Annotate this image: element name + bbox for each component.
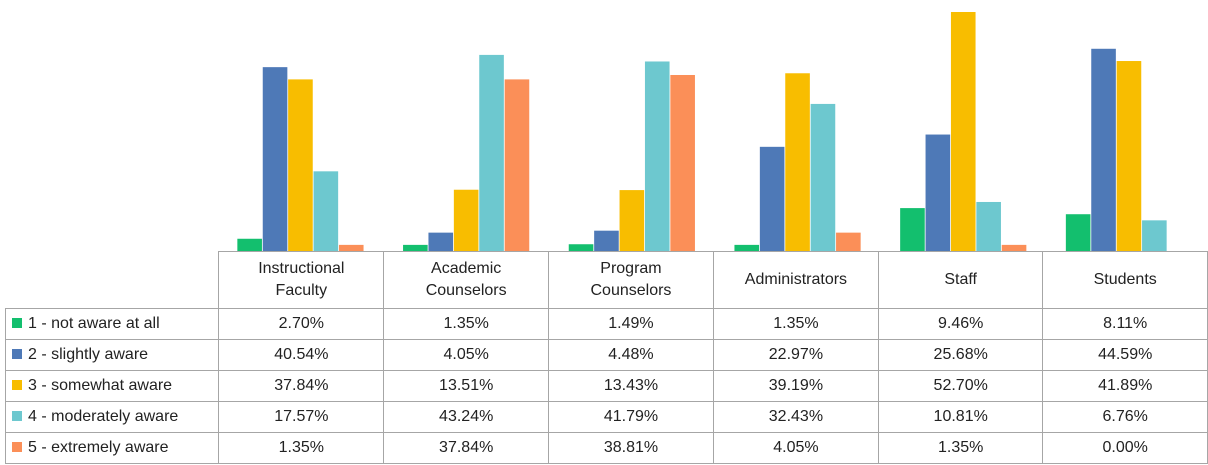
value-cell: 44.59%	[1042, 339, 1208, 371]
bar	[479, 54, 504, 252]
value-cell: 0.00%	[1042, 432, 1208, 464]
value-cell: 2.70%	[218, 308, 385, 340]
column-header: Administrators	[712, 251, 879, 309]
row-header: 5 - extremely aware	[4, 432, 220, 464]
value-cell: 4.05%	[712, 432, 879, 464]
value-cell: 1.35%	[877, 432, 1044, 464]
bar	[403, 244, 428, 251]
header-row: Instructional Faculty Academic Counselors…	[5, 251, 1208, 309]
value-cell: 9.46%	[877, 308, 1044, 340]
value-cell: 22.97%	[712, 339, 879, 371]
value-cell: 13.51%	[383, 370, 550, 402]
bar	[262, 67, 288, 251]
value-cell: 1.35%	[712, 308, 879, 340]
value-cell: 39.19%	[712, 370, 879, 402]
bar	[670, 74, 695, 251]
bar	[619, 190, 645, 251]
category-label: Instructional Faculty	[258, 260, 345, 299]
bar	[1091, 48, 1116, 252]
value-cell: 1.49%	[548, 308, 714, 340]
value-cell: 43.24%	[383, 401, 550, 433]
bar	[428, 232, 454, 251]
column-header: Program Counselors	[548, 251, 714, 309]
legend-label: 5 - extremely aware	[28, 439, 169, 456]
column-header: Instructional Faculty	[218, 251, 385, 309]
value-cell: 52.70%	[877, 370, 1044, 402]
value-cell: 38.81%	[548, 432, 714, 464]
value-cell: 4.48%	[548, 339, 714, 371]
bar	[338, 244, 364, 251]
value-cell: 4.05%	[383, 339, 550, 371]
plot	[237, 12, 1167, 252]
bar	[594, 230, 619, 251]
value-cell: 25.68%	[877, 339, 1044, 371]
category-label: Program Counselors	[590, 260, 672, 299]
category-label: Administrators	[744, 271, 848, 288]
bar	[644, 61, 670, 251]
data-row: 1 - not aware at all 2.70% 1.35% 1.49% 1.35%…	[4, 308, 1208, 340]
bar	[504, 79, 530, 251]
bar	[453, 189, 479, 251]
bar	[313, 171, 339, 251]
column-header: Academic Counselors	[383, 251, 550, 309]
value-cell: 13.43%	[548, 370, 714, 402]
bar	[785, 73, 810, 251]
value-cell: 37.84%	[218, 370, 385, 402]
legend-swatch	[12, 349, 22, 359]
corner	[5, 251, 220, 309]
bar	[925, 134, 951, 251]
row-header: 1 - not aware at all	[4, 308, 220, 340]
category-label: Staff	[944, 271, 977, 288]
legend-label: 2 - slightly aware	[28, 346, 149, 363]
bar	[900, 208, 925, 251]
bar	[836, 232, 861, 251]
bar	[976, 201, 1001, 251]
bar	[734, 244, 760, 251]
legend-swatch	[12, 442, 22, 452]
data-table: Instructional Faculty Academic Counselors…	[4, 251, 1208, 464]
value-cell: 1.35%	[218, 432, 385, 464]
value-cell: 10.81%	[877, 401, 1044, 433]
bar	[288, 79, 313, 251]
legend-label: 3 - somewhat aware	[28, 377, 173, 394]
value-cell: 41.79%	[548, 401, 714, 433]
value-cell: 8.11%	[1042, 308, 1208, 340]
value-cell: 1.35%	[383, 308, 550, 340]
data-row: 3 - somewhat aware 37.84% 13.51% 13.43% 39.1…	[4, 370, 1208, 402]
bar	[759, 146, 785, 251]
bar	[1116, 61, 1142, 252]
bar	[950, 12, 976, 251]
row-header: 2 - slightly aware	[4, 339, 220, 371]
bar	[810, 103, 836, 251]
legend-label: 4 - moderately aware	[28, 408, 179, 425]
legend-label: 1 - not aware at all	[28, 315, 160, 332]
row-header: 4 - moderately aware	[4, 401, 220, 433]
legend-swatch	[12, 411, 22, 421]
bar	[237, 238, 262, 251]
legend-swatch	[12, 380, 22, 390]
column-header: Students	[1042, 251, 1208, 309]
bar	[1001, 244, 1027, 251]
value-cell: 40.54%	[218, 339, 385, 371]
column-header: Staff	[877, 251, 1044, 309]
bar	[1065, 214, 1091, 251]
value-cell: 41.89%	[1042, 370, 1208, 402]
data-row: 2 - slightly aware 40.54% 4.05% 4.48% 22.97%…	[4, 339, 1208, 371]
value-cell: 6.76%	[1042, 401, 1208, 433]
value-cell: 37.84%	[383, 432, 550, 464]
bar	[1142, 220, 1167, 251]
data-row: 5 - extremely aware 1.35% 37.84% 38.81% 4.05…	[4, 432, 1208, 464]
value-cell: 17.57%	[218, 401, 385, 433]
row-header: 3 - somewhat aware	[4, 370, 220, 402]
legend-swatch	[12, 318, 22, 328]
bar	[568, 244, 594, 251]
category-label: Students	[1093, 271, 1157, 288]
data-row: 4 - moderately aware 17.57% 43.24% 41.79% 32…	[4, 401, 1208, 433]
category-label: Academic Counselors	[425, 260, 507, 299]
value-cell: 32.43%	[712, 401, 879, 433]
